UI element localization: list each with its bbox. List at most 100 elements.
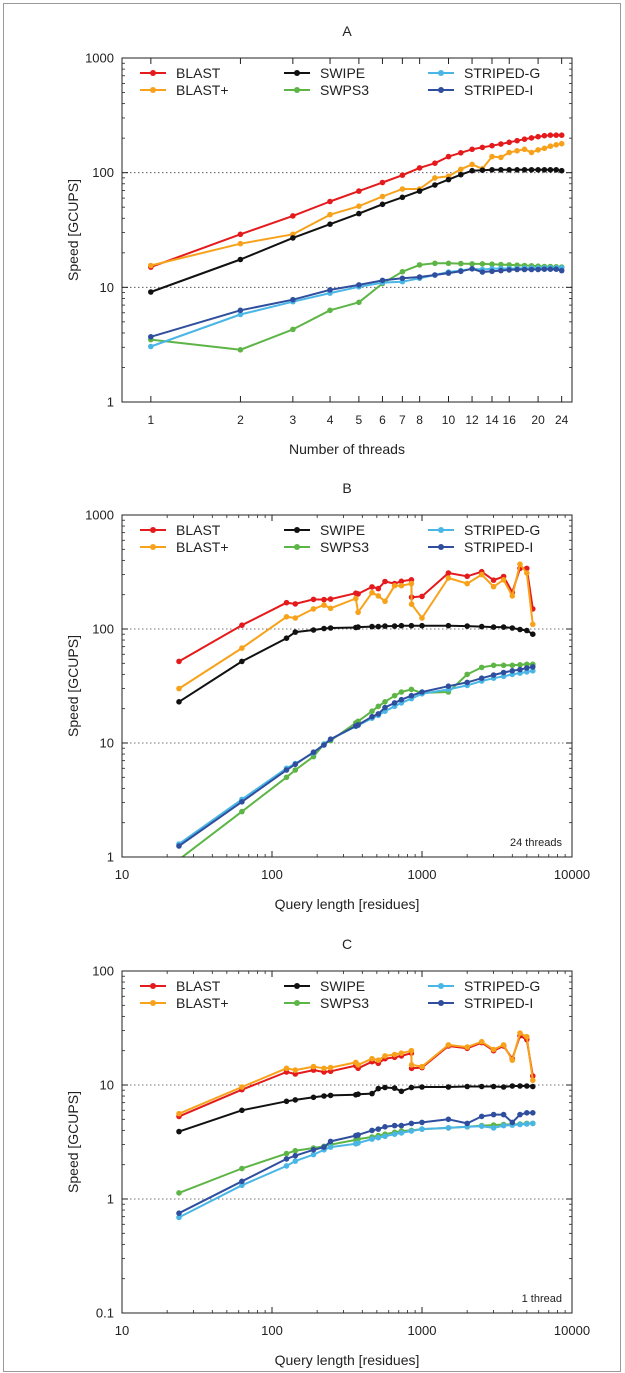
data-point-blast xyxy=(509,593,516,599)
legend-marker xyxy=(150,983,156,989)
legend-marker xyxy=(294,1000,300,1006)
panel-label: B xyxy=(342,480,351,496)
data-point-blast xyxy=(399,172,406,178)
data-point-swipe xyxy=(375,623,382,630)
data-point-blast xyxy=(445,1042,452,1048)
data-point-swipe xyxy=(445,176,452,183)
y-tick-label: 1 xyxy=(107,850,114,865)
data-point-swipe xyxy=(524,627,530,634)
data-point-blast xyxy=(490,1046,497,1053)
data-point-blast xyxy=(327,198,333,205)
data-point-swipe xyxy=(391,623,398,629)
data-point-striped-i xyxy=(283,1156,290,1162)
data-point-blast xyxy=(528,149,535,156)
data-point-blast xyxy=(356,203,362,209)
data-point-swps3 xyxy=(469,261,475,267)
data-point-swps3 xyxy=(500,662,507,669)
data-point-swipe xyxy=(547,167,554,173)
series-striped-i xyxy=(148,266,565,340)
data-point-striped-g xyxy=(408,1128,415,1134)
x-tick-label: 24 xyxy=(555,413,569,427)
data-point-striped-i xyxy=(239,799,245,805)
data-point-blast xyxy=(514,137,520,144)
data-point-blast xyxy=(310,1063,317,1070)
data-layer xyxy=(176,561,536,857)
data-point-swipe xyxy=(416,188,423,194)
data-point-swps3 xyxy=(382,699,388,705)
data-point-blast xyxy=(355,1062,361,1068)
data-point-blast xyxy=(528,135,535,141)
data-point-blast xyxy=(321,1065,327,1072)
panel-note: 24 threads xyxy=(510,837,562,849)
data-point-striped-i xyxy=(379,277,386,284)
y-tick-label: 1 xyxy=(107,1192,114,1207)
x-tick-label: 8 xyxy=(416,413,423,427)
legend-item-striped-i: STRIPED-I xyxy=(428,995,533,1011)
series-blast xyxy=(176,1030,536,1117)
data-point-striped-i xyxy=(445,270,452,276)
data-point-striped-i xyxy=(327,736,334,742)
data-point-striped-i xyxy=(500,669,507,676)
data-point-striped-i xyxy=(356,282,362,288)
y-axis-label: Speed [GCUPS] xyxy=(65,635,81,737)
data-point-swipe xyxy=(283,635,290,641)
data-point-blast xyxy=(445,575,452,581)
data-point-striped-i xyxy=(355,722,361,728)
legend-item-striped-i: STRIPED-I xyxy=(428,539,533,555)
series-line-blast xyxy=(178,1034,534,1118)
series-line-striped-g xyxy=(150,266,562,348)
data-point-striped-i xyxy=(553,266,559,273)
data-point-swps3 xyxy=(375,703,382,710)
legend-label: SWPS3 xyxy=(320,539,369,555)
data-point-swipe xyxy=(490,1083,497,1090)
data-point-blast xyxy=(553,132,559,138)
data-point-swps3 xyxy=(479,261,486,267)
data-layer xyxy=(148,132,565,353)
data-point-swipe xyxy=(478,1083,485,1090)
data-point-striped-g xyxy=(292,1158,299,1164)
data-point-swps3 xyxy=(356,299,362,306)
data-point-blast xyxy=(375,585,382,592)
data-point-swipe xyxy=(283,1098,290,1105)
data-point-blast xyxy=(176,685,182,692)
y-tick-label: 100 xyxy=(92,622,114,637)
data-point-swipe xyxy=(398,1088,405,1095)
data-point-blast xyxy=(498,141,504,147)
x-tick-label: 2 xyxy=(237,413,244,427)
figure-frame xyxy=(3,3,621,1372)
data-point-striped-i xyxy=(327,1138,334,1145)
legend-label: BLAST xyxy=(176,65,221,81)
legend-label: BLAST+ xyxy=(176,995,229,1011)
series-line-blast xyxy=(150,142,562,267)
series-swps3 xyxy=(148,260,565,353)
data-point-striped-i xyxy=(419,1119,425,1126)
legend-label: STRIPED-I xyxy=(464,995,533,1011)
data-point-striped-i xyxy=(382,1124,388,1130)
series-swps3 xyxy=(176,1120,536,1196)
data-point-blast xyxy=(391,582,398,589)
data-point-striped-i xyxy=(541,266,548,273)
series-striped-g xyxy=(148,265,565,350)
data-point-striped-i xyxy=(530,664,536,670)
data-point-blast xyxy=(506,149,512,156)
data-point-blast xyxy=(458,150,464,156)
series-blast xyxy=(176,561,536,692)
data-point-striped-g xyxy=(530,1120,536,1127)
data-point-swipe xyxy=(506,167,512,173)
legend-marker xyxy=(294,544,300,550)
legend-label: STRIPED-I xyxy=(464,539,533,555)
data-point-blast xyxy=(369,1055,375,1062)
data-point-blast xyxy=(432,160,438,166)
data-point-blast xyxy=(237,231,244,238)
data-point-striped-i xyxy=(445,683,452,689)
data-point-striped-i xyxy=(445,1116,452,1123)
data-point-striped-i xyxy=(408,692,415,699)
data-point-swipe xyxy=(558,167,565,174)
x-tick-label: 1 xyxy=(148,413,155,427)
data-point-striped-i xyxy=(478,675,485,681)
data-point-swipe xyxy=(458,171,464,178)
data-point-striped-i xyxy=(399,275,406,282)
data-point-blast xyxy=(541,145,548,152)
data-point-blast xyxy=(310,596,317,603)
data-point-swps3 xyxy=(237,347,244,353)
